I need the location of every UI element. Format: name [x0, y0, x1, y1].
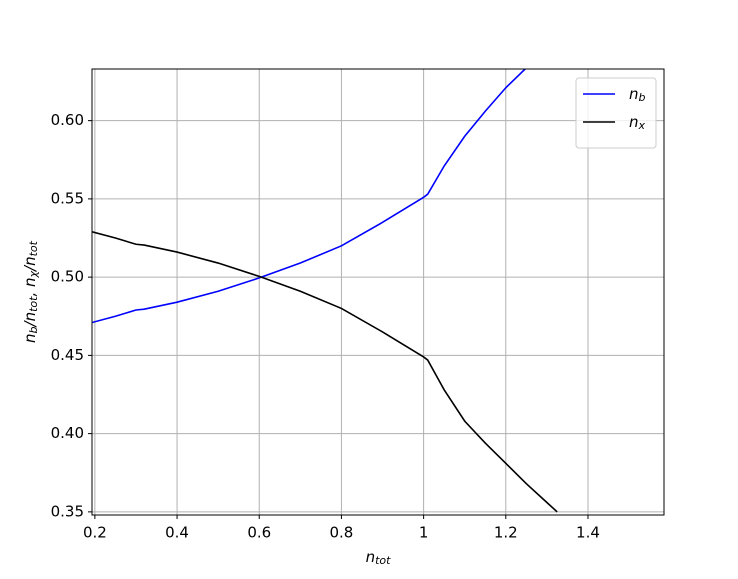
x-axis-label: ntot: [366, 548, 392, 568]
y-axis-label-base: /n: [21, 256, 39, 273]
legend-label-base: n: [629, 85, 639, 103]
y-axis-label-base: /n: [21, 312, 39, 329]
y-tick-label: 0.45: [51, 346, 84, 364]
y-axis-label-sub: tot: [27, 240, 40, 256]
y-axis-label-sub: tot: [27, 296, 40, 312]
y-tick-label: 0.40: [51, 424, 84, 442]
series-line: [92, 230, 558, 513]
y-axis-label-base: , n: [21, 277, 39, 296]
x-tick-label: 0.6: [247, 524, 271, 542]
grid: [92, 69, 664, 515]
legend-label: nx: [629, 113, 646, 133]
y-axis-label: nb/ntot, nχ/ntot: [21, 240, 41, 343]
x-tick-label: 1.4: [576, 524, 600, 542]
y-tick-label: 0.50: [51, 268, 84, 286]
plot-frame: [91, 68, 665, 516]
x-tick-label: 0.8: [329, 524, 353, 542]
legend-label-sub: b: [639, 91, 646, 104]
x-tick-label: 1: [419, 524, 429, 542]
x-axis-label-sub: tot: [375, 554, 391, 567]
y-axis-label-base: n: [21, 333, 39, 343]
y-tick-label: 0.35: [51, 502, 84, 520]
legend-label-base: n: [629, 113, 639, 131]
y-tick-label: 0.60: [51, 111, 84, 129]
x-tick-label: 1.2: [494, 524, 518, 542]
y-axis-label-sub: b: [27, 326, 40, 333]
legend-label: nb: [629, 85, 646, 105]
legend-label-sub: x: [638, 119, 646, 132]
x-tick-label: 0.4: [165, 524, 189, 542]
x-axis-label-base: n: [366, 548, 376, 566]
y-tick-label: 0.55: [51, 189, 84, 207]
x-tick-label: 0.2: [83, 524, 107, 542]
ticks: 0.2 0.4 0.6 0.8 1 1.2 1.4 0.35 0.40 0.45 0.50 0.55 0…: [51, 111, 600, 541]
series-line: [92, 69, 526, 324]
plot-lines: [92, 69, 558, 513]
y-axis-label-sub: χ: [27, 270, 40, 278]
legend-box: [575, 77, 657, 149]
